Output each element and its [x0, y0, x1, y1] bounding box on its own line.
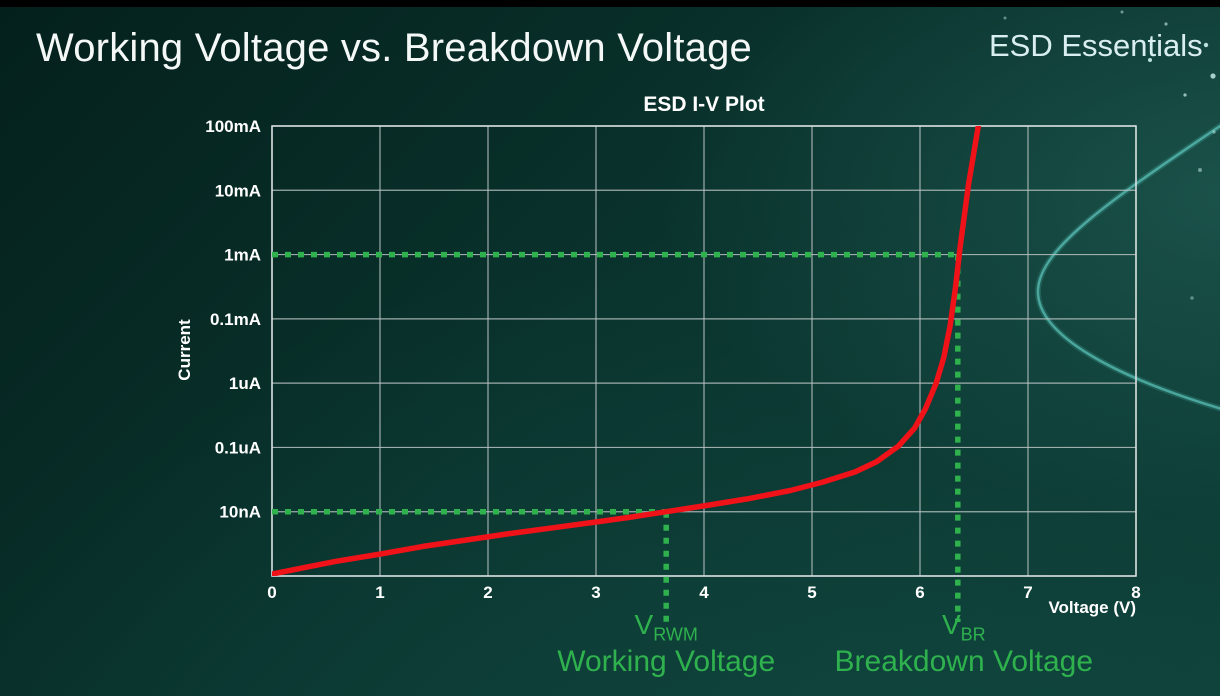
- vrwm-symbol: VRWM: [557, 609, 775, 645]
- svg-text:3: 3: [591, 583, 600, 602]
- svg-text:0: 0: [267, 583, 276, 602]
- vbr-symbol: VBR: [835, 609, 1094, 645]
- svg-text:7: 7: [1023, 583, 1032, 602]
- svg-text:4: 4: [699, 583, 709, 602]
- svg-text:10mA: 10mA: [215, 181, 261, 200]
- svg-text:0.1mA: 0.1mA: [210, 310, 261, 329]
- svg-text:8: 8: [1131, 583, 1140, 602]
- x-axis-label: Voltage (V): [1048, 598, 1136, 617]
- svg-text:100mA: 100mA: [205, 117, 261, 136]
- vbr-symbol-sub: BR: [960, 624, 986, 645]
- brand-text: ESD Essentials: [989, 28, 1203, 63]
- svg-text:5: 5: [807, 583, 816, 602]
- svg-text:1mA: 1mA: [224, 246, 261, 265]
- vbr-symbol-main: V: [941, 609, 961, 640]
- working-voltage-annotation: VRWM Working Voltage: [557, 609, 776, 679]
- working-voltage-label: Working Voltage: [557, 645, 776, 679]
- svg-text:6: 6: [915, 583, 924, 602]
- svg-text:0.1uA: 0.1uA: [215, 438, 261, 457]
- page-title: Working Voltage vs. Breakdown Voltage: [36, 26, 752, 70]
- letterbox-bar: [0, 0, 1220, 7]
- svg-text:1uA: 1uA: [229, 374, 261, 393]
- breakdown-voltage-label: Breakdown Voltage: [834, 645, 1094, 679]
- chart-title: ESD I-V Plot: [643, 93, 765, 116]
- vrwm-symbol-sub: RWM: [653, 624, 698, 645]
- svg-text:10nA: 10nA: [219, 503, 261, 522]
- svg-text:2: 2: [483, 583, 492, 602]
- svg-text:1: 1: [375, 583, 384, 602]
- vrwm-symbol-main: V: [634, 609, 654, 640]
- breakdown-voltage-annotation: VBR Breakdown Voltage: [834, 609, 1094, 679]
